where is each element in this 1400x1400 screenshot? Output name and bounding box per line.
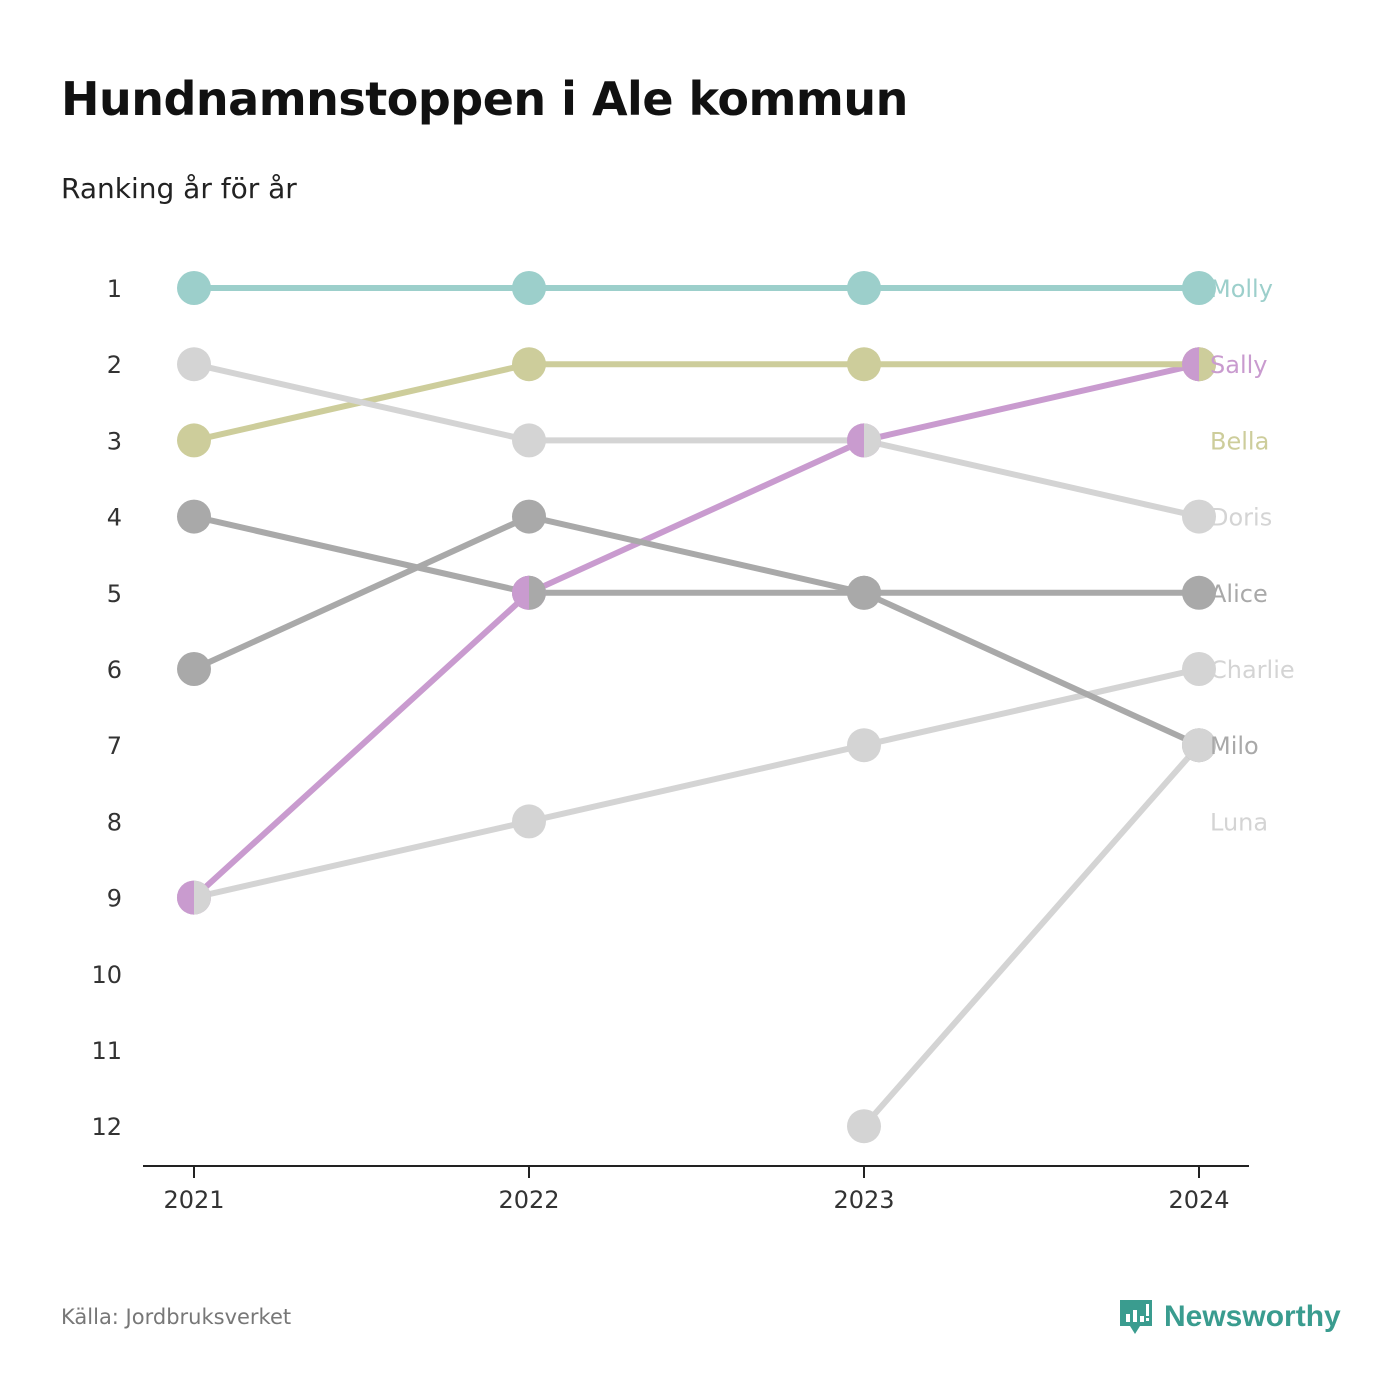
series-line-luna (861, 742, 1202, 1130)
series-label-charlie: Charlie (1210, 656, 1295, 684)
series-lines (191, 285, 1202, 1130)
series-point-half-sally-2023 (847, 423, 864, 458)
series-point-milo-2021 (177, 499, 211, 534)
series-labels: Molly Sally Bella Doris Alice Charlie Milo Luna (1210, 275, 1295, 836)
y-tick-label-7: 7 (107, 732, 122, 760)
y-tick-label-2: 2 (107, 351, 122, 379)
y-tick-label-10: 10 (91, 961, 122, 989)
series-point-luna-2024 (1182, 728, 1216, 763)
series-points (177, 271, 1216, 1144)
series-point-alice-2024 (1182, 575, 1216, 610)
series-point-doris-2024 (1182, 499, 1216, 534)
series-label-sally: Sally (1210, 351, 1267, 379)
series-point-bella-2023 (847, 347, 881, 382)
series-line-charlie (191, 666, 1202, 901)
y-tick-label-1: 1 (107, 275, 122, 303)
x-axis: 2021 2022 2023 2024 (143, 1165, 1249, 1214)
y-tick-label-8: 8 (107, 808, 122, 836)
series-label-doris: Doris (1210, 504, 1272, 532)
y-tick-label-9: 9 (107, 885, 122, 913)
series-point-charlie-2022 (512, 804, 546, 839)
series-point-bella-2022 (512, 347, 546, 382)
series-line-sally (191, 361, 1202, 901)
series-label-molly: Molly (1210, 275, 1273, 303)
y-tick-label-6: 6 (107, 656, 122, 684)
newsworthy-logo-icon (1120, 1300, 1152, 1334)
series-point-half-sally-2024 (1182, 347, 1199, 382)
series-point-milo-2023 (847, 575, 881, 610)
series-label-bella: Bella (1210, 427, 1269, 455)
series-point-alice-2022 (512, 499, 546, 534)
series-point-bella-2021 (177, 423, 211, 458)
x-tick-label-2024: 2024 (1168, 1186, 1229, 1214)
series-point-doris-2022 (512, 423, 546, 458)
series-point-charlie-2023 (847, 728, 881, 763)
source-note: Källa: Jordbruksverket (61, 1305, 292, 1329)
series-line-doris (191, 361, 1202, 520)
y-tick-label-4: 4 (107, 504, 122, 532)
chart-title: Hundnamnstoppen i Ale kommun (61, 72, 908, 126)
series-line-milo (191, 513, 1202, 749)
x-tick-label-2022: 2022 (498, 1186, 559, 1214)
series-line-bella (191, 361, 1202, 444)
y-tick-label-11: 11 (91, 1037, 122, 1065)
series-point-molly-2021 (177, 271, 211, 305)
brand-name: Newsworthy (1164, 1300, 1341, 1333)
y-tick-label-3: 3 (107, 427, 122, 455)
series-point-charlie-2024 (1182, 652, 1216, 686)
series-line-alice (191, 513, 1202, 672)
x-tick-label-2023: 2023 (833, 1186, 894, 1214)
series-label-luna: Luna (1210, 808, 1268, 836)
series-point-molly-2023 (847, 271, 881, 305)
series-point-doris-2021 (177, 347, 211, 382)
series-point-molly-2022 (512, 271, 546, 305)
series-point-half-sally-2021 (177, 880, 194, 915)
series-point-alice-2021 (177, 652, 211, 686)
series-point-luna-2023 (847, 1109, 881, 1144)
chart-subtitle: Ranking år för år (61, 172, 297, 205)
series-point-half-sally-2022 (512, 575, 529, 610)
series-label-milo: Milo (1210, 732, 1259, 760)
series-point-molly-2024 (1182, 271, 1216, 305)
y-tick-label-5: 5 (107, 580, 122, 608)
x-tick-label-2021: 2021 (163, 1186, 224, 1214)
y-tick-label-12: 12 (91, 1113, 122, 1141)
brand-logo[interactable]: Newsworthy (1118, 1296, 1341, 1338)
series-label-alice: Alice (1210, 580, 1268, 608)
